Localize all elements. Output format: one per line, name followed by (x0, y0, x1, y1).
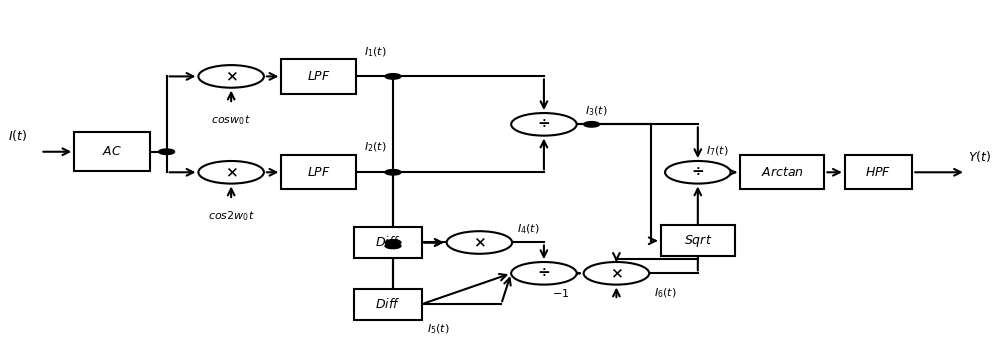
FancyBboxPatch shape (281, 59, 356, 94)
Text: $LPF$: $LPF$ (307, 166, 330, 179)
FancyBboxPatch shape (281, 155, 356, 189)
Circle shape (447, 231, 512, 254)
Text: $I(t)$: $I(t)$ (8, 128, 27, 143)
FancyBboxPatch shape (354, 289, 422, 319)
Text: ×: × (473, 236, 486, 250)
Text: $I_6(t)$: $I_6(t)$ (654, 286, 677, 300)
Circle shape (665, 161, 731, 184)
Circle shape (385, 243, 401, 249)
Text: $I_1(t)$: $I_1(t)$ (364, 45, 386, 58)
Text: $I_7(t)$: $I_7(t)$ (706, 145, 728, 158)
Text: $LPF$: $LPF$ (307, 70, 330, 83)
FancyBboxPatch shape (74, 132, 150, 172)
Text: $AC$: $AC$ (102, 145, 122, 158)
Text: $Y(t)$: $Y(t)$ (968, 149, 991, 164)
Text: ×: × (225, 165, 238, 179)
Circle shape (385, 240, 401, 245)
Text: ÷: ÷ (538, 117, 550, 131)
Text: ÷: ÷ (691, 165, 704, 179)
Text: $Diff$: $Diff$ (375, 297, 401, 311)
Text: ×: × (225, 69, 238, 84)
Circle shape (385, 74, 401, 79)
Circle shape (385, 169, 401, 175)
Text: $Arctan$: $Arctan$ (761, 166, 804, 179)
Text: $I_3(t)$: $I_3(t)$ (585, 105, 607, 118)
Text: $I_5(t)$: $I_5(t)$ (427, 322, 449, 336)
FancyBboxPatch shape (661, 226, 735, 256)
Text: $Diff$: $Diff$ (375, 236, 401, 250)
Text: $I_2(t)$: $I_2(t)$ (364, 141, 386, 155)
Text: $cos2w_0t$: $cos2w_0t$ (208, 209, 255, 223)
Circle shape (584, 121, 600, 127)
Text: $HPF$: $HPF$ (865, 166, 892, 179)
Circle shape (511, 262, 577, 285)
FancyBboxPatch shape (845, 155, 912, 189)
Text: ÷: ÷ (538, 266, 550, 280)
Circle shape (198, 161, 264, 184)
Circle shape (584, 262, 649, 285)
FancyBboxPatch shape (740, 155, 824, 189)
Circle shape (511, 113, 577, 136)
Text: $-1$: $-1$ (552, 287, 569, 299)
Circle shape (198, 65, 264, 88)
FancyBboxPatch shape (354, 227, 422, 258)
Text: ×: × (610, 266, 623, 280)
Text: $cosw_0t$: $cosw_0t$ (211, 113, 251, 127)
Circle shape (159, 149, 175, 155)
Text: $Sqrt$: $Sqrt$ (684, 233, 712, 249)
Text: $I_4(t)$: $I_4(t)$ (517, 223, 540, 236)
